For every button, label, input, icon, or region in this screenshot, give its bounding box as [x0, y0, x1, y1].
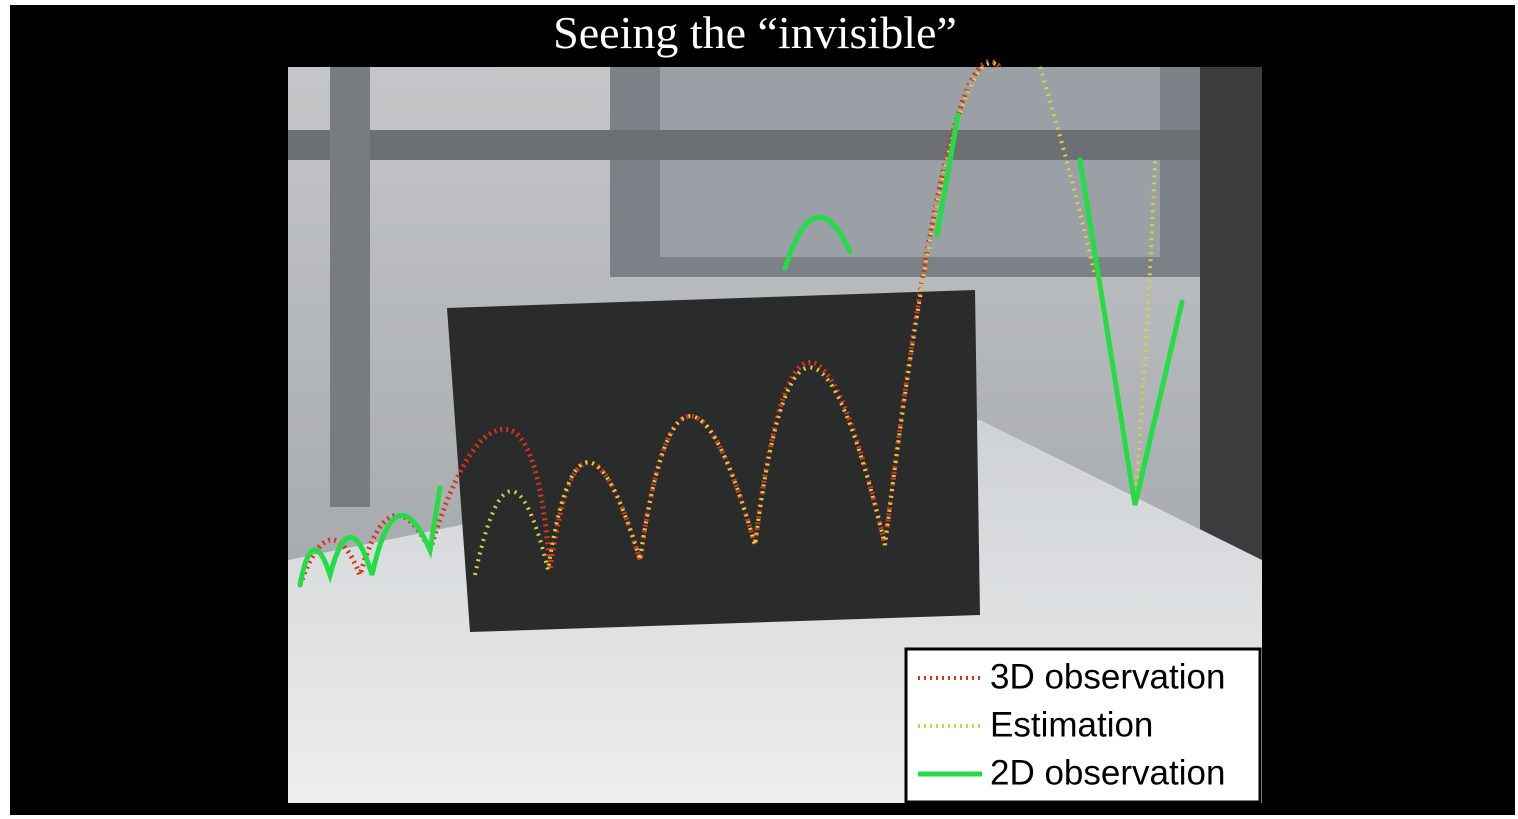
page: Seeing the “invisible” 3D observation Es…	[0, 0, 1518, 819]
video-frame: Seeing the “invisible” 3D observation Es…	[0, 0, 1518, 819]
metal-pole	[330, 67, 370, 507]
metal-bar	[288, 130, 1223, 160]
legend: 3D observation Estimation 2D observation	[906, 649, 1260, 802]
title: Seeing the “invisible”	[553, 7, 957, 58]
cable-dark	[1200, 67, 1262, 567]
legend-label: 3D observation	[990, 657, 1225, 696]
foam-block	[447, 290, 980, 632]
legend-label: Estimation	[990, 705, 1153, 744]
window-blind	[660, 67, 1160, 257]
legend-label: 2D observation	[990, 753, 1225, 792]
